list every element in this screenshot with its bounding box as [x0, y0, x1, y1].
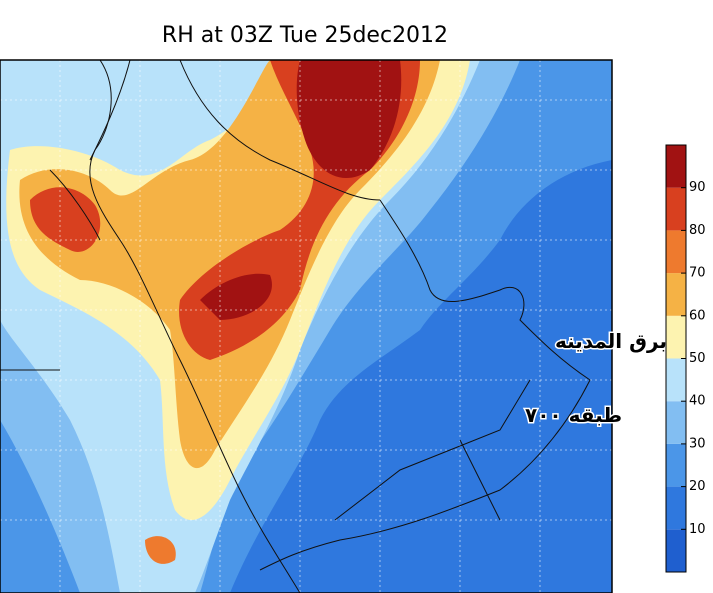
- colorbar-tick-label: 40: [689, 394, 706, 409]
- colorbar-swatch: [666, 486, 686, 530]
- colorbar-swatch: [666, 401, 686, 444]
- map: برق المدينه طبقه ٧٠٠: [0, 59, 668, 593]
- colorbar-swatch: [666, 145, 686, 188]
- annotation: طبقه ٧٠٠: [525, 403, 622, 427]
- map-title: RH at 03Z Tue 25dec2012: [162, 23, 448, 48]
- colorbar-tick-label: 70: [689, 266, 706, 281]
- colorbar-swatch: [666, 529, 686, 572]
- colorbar-tick-label: 30: [689, 436, 706, 451]
- colorbar-swatch: [666, 315, 686, 359]
- annotation: برق المدينه: [555, 329, 667, 353]
- colorbar-swatch: [666, 273, 686, 316]
- colorbar-swatch: [666, 187, 686, 231]
- colorbar-swatch: [666, 230, 686, 274]
- colorbar-swatch: [666, 443, 686, 487]
- colorbar: 10 20 30 40 50 60 70 80 90: [665, 144, 706, 573]
- colorbar-tick-label: 90: [689, 180, 706, 195]
- coastlines: [0, 60, 591, 593]
- colorbar-tick-label: 80: [689, 223, 706, 238]
- colorbar-tick-label: 10: [689, 522, 706, 537]
- grid: [0, 60, 612, 593]
- colorbar-tick-label: 20: [689, 479, 706, 494]
- colorbar-swatch: [666, 358, 686, 402]
- colorbar-tick-label: 60: [689, 308, 706, 323]
- colorbar-tick-label: 50: [689, 351, 706, 366]
